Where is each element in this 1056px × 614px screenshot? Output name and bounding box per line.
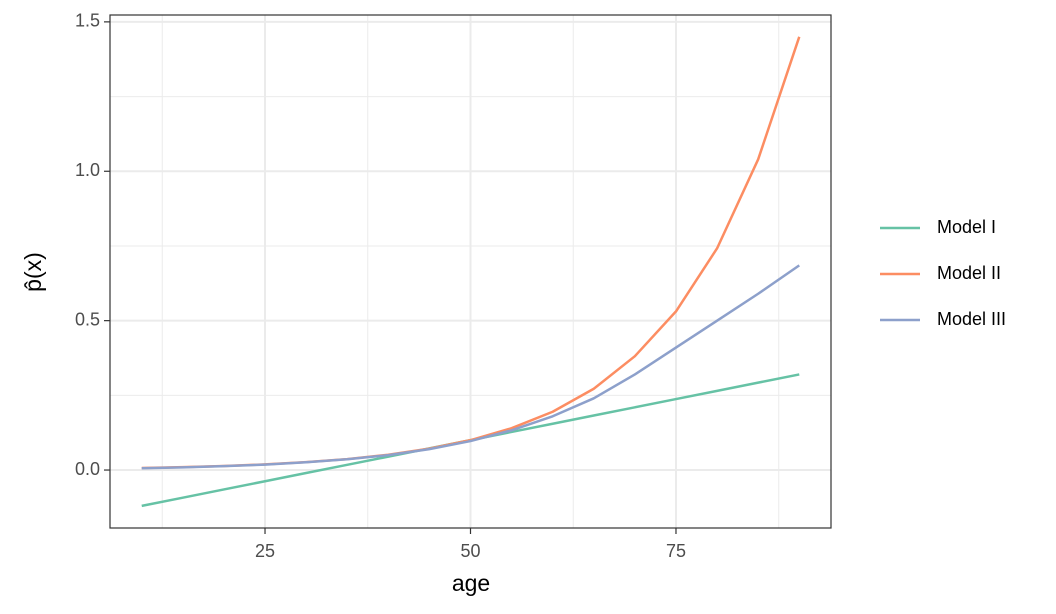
- y-tick-label: 0.0: [75, 459, 100, 479]
- y-axis-title: p̂(x): [20, 252, 46, 292]
- x-tick-label: 75: [666, 541, 686, 561]
- legend-label: Model II: [937, 263, 1001, 283]
- y-tick-label: 1.0: [75, 160, 100, 180]
- x-tick-label: 25: [255, 541, 275, 561]
- series-line: [141, 264, 800, 470]
- y-tick-label: 1.5: [75, 11, 100, 31]
- y-tick-label: 0.5: [75, 309, 100, 329]
- legend-label: Model III: [937, 309, 1006, 329]
- x-tick-label: 50: [460, 541, 480, 561]
- plot-border: [109, 14, 832, 529]
- legend-label: Model I: [937, 217, 996, 237]
- x-axis-title: age: [452, 570, 490, 596]
